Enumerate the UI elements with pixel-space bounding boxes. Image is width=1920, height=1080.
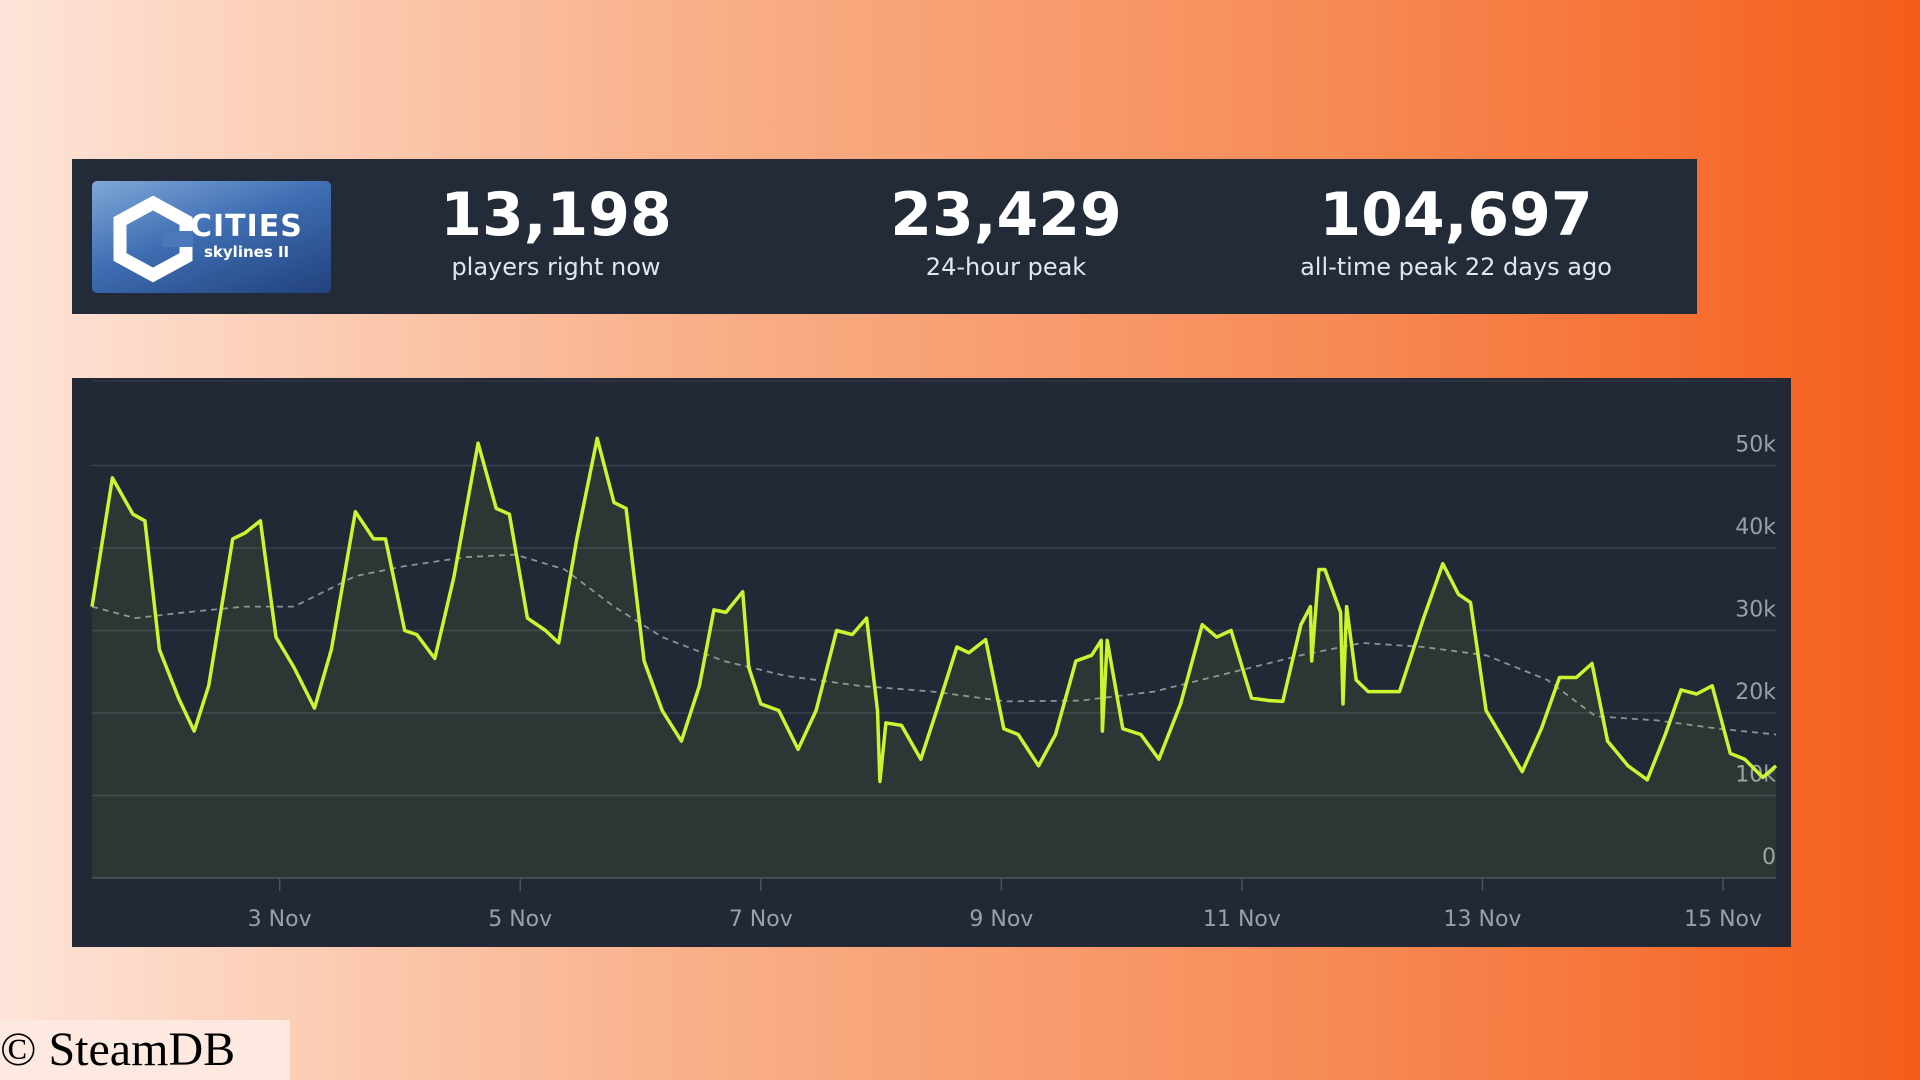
- y-tick-label: 10k: [1735, 763, 1776, 788]
- x-tick-label: 13 Nov: [1444, 907, 1522, 932]
- stat-value: 13,198: [440, 180, 672, 250]
- x-tick-label: 9 Nov: [969, 907, 1033, 932]
- logo-icon: [113, 195, 193, 283]
- x-tick-label: 7 Nov: [729, 907, 793, 932]
- line: [90, 436, 1778, 784]
- y-tick-label: 50k: [1735, 433, 1776, 458]
- chart: 0 10k 20k 30k 40k 50k 3 Nov 5 Nov 7 Nov 9 Nov 11 N…: [72, 378, 1791, 947]
- logo-subtitle: skylines II: [204, 243, 290, 261]
- line: [91, 553, 1777, 736]
- y-tick-label: 20k: [1735, 680, 1776, 705]
- y-tick-label: 40k: [1735, 515, 1776, 540]
- logo-title: CITIES: [190, 209, 303, 244]
- stat-label: all-time peak 22 days ago: [1300, 253, 1612, 281]
- x-tick-label: 15 Nov: [1684, 907, 1762, 932]
- game-logo[interactable]: CITIES skylines II: [92, 181, 331, 293]
- stat-value: 104,697: [1319, 180, 1593, 250]
- stats-panel: CITIES skylines II 13,198 players right …: [72, 159, 1697, 314]
- x-tick-label: 11 Nov: [1203, 907, 1281, 932]
- stat-value: 23,429: [890, 180, 1122, 250]
- x-tick-label: 5 Nov: [488, 907, 552, 932]
- x-tick-label: 3 Nov: [248, 907, 312, 932]
- y-tick-label: 30k: [1735, 598, 1776, 623]
- stat: 23,429 24-hour peak: [796, 179, 1216, 283]
- stat-label: 24-hour peak: [925, 253, 1087, 281]
- y-tick-label: 0: [1762, 845, 1776, 870]
- stat: 104,697 all-time peak 22 days ago: [1246, 179, 1666, 283]
- area: [92, 438, 1776, 878]
- stat: 13,198 players right now: [346, 179, 766, 283]
- copyright: © SteamDB: [0, 1020, 290, 1080]
- stat-label: players right now: [451, 253, 661, 281]
- chart-background: [72, 378, 1791, 947]
